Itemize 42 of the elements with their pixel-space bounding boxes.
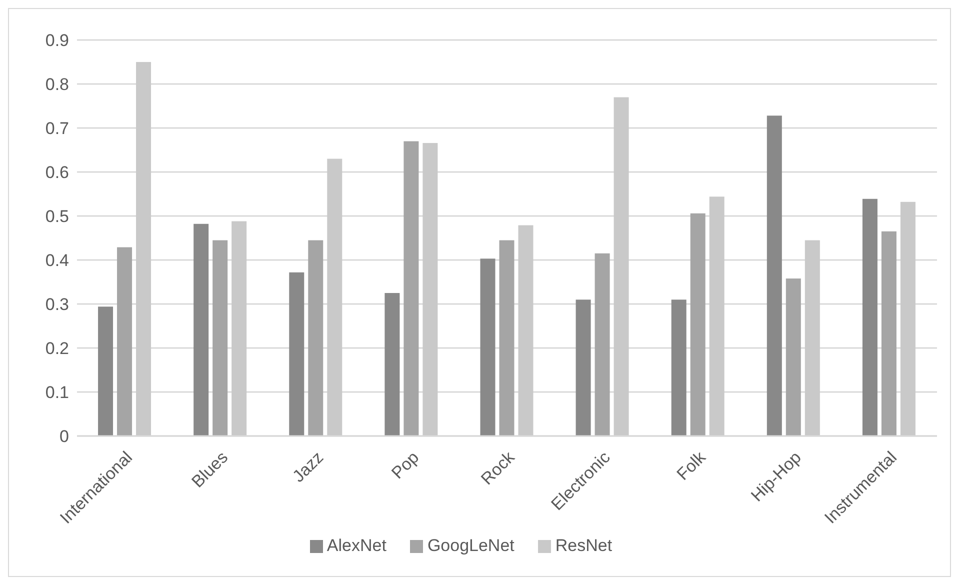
legend-label: GoogLeNet (427, 536, 514, 555)
bar (308, 240, 324, 436)
bar (518, 225, 534, 436)
bar (709, 196, 724, 436)
bar (194, 224, 209, 436)
bar (404, 141, 419, 436)
bar (766, 116, 782, 436)
y-tick-label: 0.9 (45, 31, 69, 50)
bar (900, 202, 916, 436)
y-tick-label: 0.2 (45, 339, 69, 358)
legend-label: ResNet (555, 536, 612, 555)
y-tick-label: 0 (60, 427, 69, 446)
bar (136, 62, 152, 436)
x-tick-label: Folk (673, 447, 710, 484)
bar (327, 158, 342, 436)
bar (384, 293, 400, 436)
legend-label: AlexNet (326, 536, 386, 555)
bar (98, 306, 114, 436)
y-tick-label: 0.6 (45, 163, 69, 182)
bar (117, 247, 132, 436)
bar (671, 300, 686, 436)
bar (499, 240, 514, 436)
y-tick-label: 0.5 (45, 207, 69, 226)
bar (422, 142, 438, 436)
bar (480, 258, 496, 436)
bar (614, 97, 629, 436)
y-tick-label: 0.8 (45, 75, 69, 94)
bar (212, 240, 228, 436)
bar (232, 221, 247, 436)
y-tick-label: 0.3 (45, 295, 69, 314)
bar (690, 213, 706, 436)
bar (804, 240, 820, 436)
x-tick-label: Pop (388, 448, 423, 483)
bar (576, 300, 591, 436)
bar (862, 198, 878, 436)
bar (594, 253, 610, 436)
y-tick-label: 0.4 (45, 251, 69, 270)
y-tick-label: 0.1 (45, 383, 69, 402)
bar (786, 278, 801, 436)
bar (289, 272, 304, 436)
bar (881, 231, 896, 436)
y-tick-label: 0.7 (45, 119, 69, 138)
